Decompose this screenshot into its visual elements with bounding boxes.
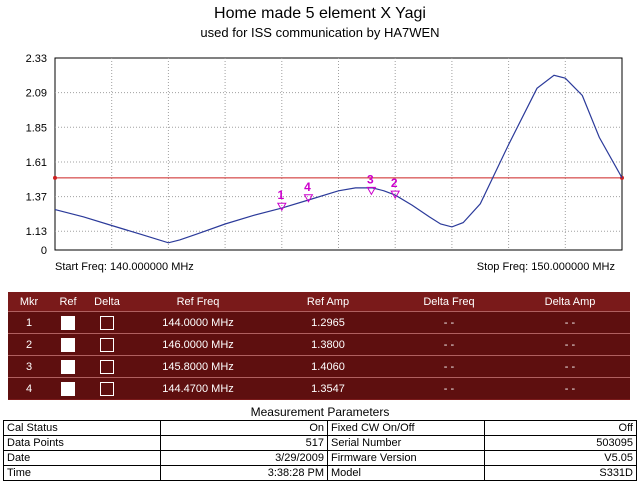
- params-table: Cal Status On Fixed CW On/Off Off Data P…: [3, 420, 637, 481]
- params-row: Data Points 517 Serial Number 503095: [3, 435, 637, 451]
- params-row: Time 3:38:28 PM Model S331D: [3, 465, 637, 481]
- param-value: 517: [160, 435, 328, 451]
- marker-table-header: Mkr Ref Delta Ref Freq Ref Amp Delta Fre…: [8, 292, 630, 312]
- y-tick-label: 2.33: [26, 53, 47, 65]
- ref-amp-cell: 1.2965: [268, 311, 388, 334]
- param-value: V5.05: [484, 450, 637, 466]
- table-row: 3 145.8000 MHz 1.4060 - - - -: [8, 355, 630, 378]
- mkr-number: 2: [8, 333, 50, 356]
- marker-label: 3: [367, 172, 374, 186]
- mkr-number: 3: [8, 355, 50, 378]
- marker-triangle: [390, 190, 401, 200]
- param-value: 503095: [484, 435, 637, 451]
- delta-freq-cell: - -: [388, 377, 510, 399]
- col-ref-freq: Ref Freq: [128, 292, 268, 312]
- ref-amp-cell: 1.4060: [268, 355, 388, 378]
- ref-freq-cell: 144.4700 MHz: [128, 377, 268, 399]
- y-tick-label: 1.85: [26, 122, 47, 134]
- param-value: On: [160, 420, 328, 436]
- marker-label: 2: [391, 176, 398, 190]
- param-label: Firmware Version: [327, 450, 485, 466]
- params-title: Measurement Parameters: [250, 405, 390, 419]
- ref-freq-cell: 146.0000 MHz: [128, 333, 268, 356]
- marker-triangle: [303, 194, 314, 203]
- vswr-trace: [54, 74, 623, 244]
- y-tick-label: 1.37: [26, 192, 47, 204]
- table-row: 2 146.0000 MHz 1.3800 - - - -: [8, 333, 630, 356]
- param-value: Off: [484, 420, 637, 436]
- delta-amp-cell: - -: [510, 311, 630, 334]
- mkr-number: 4: [8, 377, 50, 399]
- delta-freq-cell: - -: [388, 311, 510, 334]
- params-row: Date 3/29/2009 Firmware Version V5.05: [3, 450, 637, 466]
- stop-freq-label: Stop Freq: 150.000000 MHz: [476, 261, 615, 273]
- delta-checkbox[interactable]: [100, 337, 114, 352]
- delta-checkbox[interactable]: [100, 381, 114, 396]
- delta-checkbox[interactable]: [100, 315, 114, 330]
- marker-table-panel: Mkr Ref Delta Ref Freq Ref Amp Delta Fre…: [8, 292, 630, 400]
- col-ref: Ref: [50, 292, 86, 312]
- y-tick-label: 1.13: [26, 226, 47, 238]
- delta-checkbox[interactable]: [100, 359, 114, 374]
- chart-area: 2.33 2.09 1.85 1.61 1.37 1.13 0 1 4 3 2: [26, 53, 624, 257]
- param-label: Date: [3, 450, 161, 466]
- measurement-parameters: Measurement Parameters Cal Status On Fix…: [3, 405, 637, 481]
- ref-checkbox[interactable]: [61, 359, 75, 374]
- col-mkr: Mkr: [8, 292, 50, 312]
- param-label: Model: [327, 465, 485, 481]
- ref-checkbox[interactable]: [61, 315, 75, 330]
- delta-amp-cell: - -: [510, 333, 630, 356]
- marker-table: Mkr Ref Delta Ref Freq Ref Amp Delta Fre…: [8, 292, 630, 399]
- delta-freq-cell: - -: [388, 333, 510, 356]
- ref-checkbox[interactable]: [61, 381, 75, 396]
- delta-amp-cell: - -: [510, 377, 630, 399]
- param-label: Data Points: [3, 435, 161, 451]
- marker-label: 4: [304, 180, 311, 194]
- table-row: 4 144.4700 MHz 1.3547 - - - -: [8, 377, 630, 399]
- y-tick-label: 1.61: [26, 157, 47, 169]
- col-ref-amp: Ref Amp: [268, 292, 388, 312]
- param-label: Time: [3, 465, 161, 481]
- delta-amp-cell: - -: [510, 355, 630, 378]
- y-tick-label: 0: [41, 245, 47, 257]
- ref-amp-cell: 1.3547: [268, 377, 388, 399]
- col-delta: Delta: [86, 292, 128, 312]
- ref-amp-cell: 1.3800: [268, 333, 388, 356]
- param-value: 3:38:28 PM: [160, 465, 328, 481]
- y-tick-label: 2.09: [26, 88, 47, 100]
- marker-label: 1: [277, 188, 284, 202]
- param-value: S331D: [484, 465, 637, 481]
- chart-subtitle: used for ISS communication by HA7WEN: [200, 25, 440, 40]
- param-value: 3/29/2009: [160, 450, 328, 466]
- marker-triangle: [276, 202, 287, 212]
- delta-freq-cell: - -: [388, 355, 510, 378]
- param-label: Fixed CW On/Off: [327, 420, 485, 436]
- ref-freq-cell: 145.8000 MHz: [128, 355, 268, 378]
- ref-checkbox[interactable]: [61, 337, 75, 352]
- reference-line-end: [53, 175, 57, 180]
- chart-title: Home made 5 element X Yagi: [214, 5, 426, 22]
- table-row: 1 144.0000 MHz 1.2965 - - - -: [8, 311, 630, 334]
- marker-triangle: [366, 186, 377, 196]
- param-label: Cal Status: [3, 420, 161, 436]
- col-delta-freq: Delta Freq: [388, 292, 510, 312]
- param-label: Serial Number: [327, 435, 485, 451]
- start-freq-label: Start Freq: 140.000000 MHz: [55, 261, 194, 273]
- params-row: Cal Status On Fixed CW On/Off Off: [3, 420, 637, 436]
- mkr-number: 1: [8, 311, 50, 334]
- col-delta-amp: Delta Amp: [510, 292, 630, 312]
- ref-freq-cell: 144.0000 MHz: [128, 311, 268, 334]
